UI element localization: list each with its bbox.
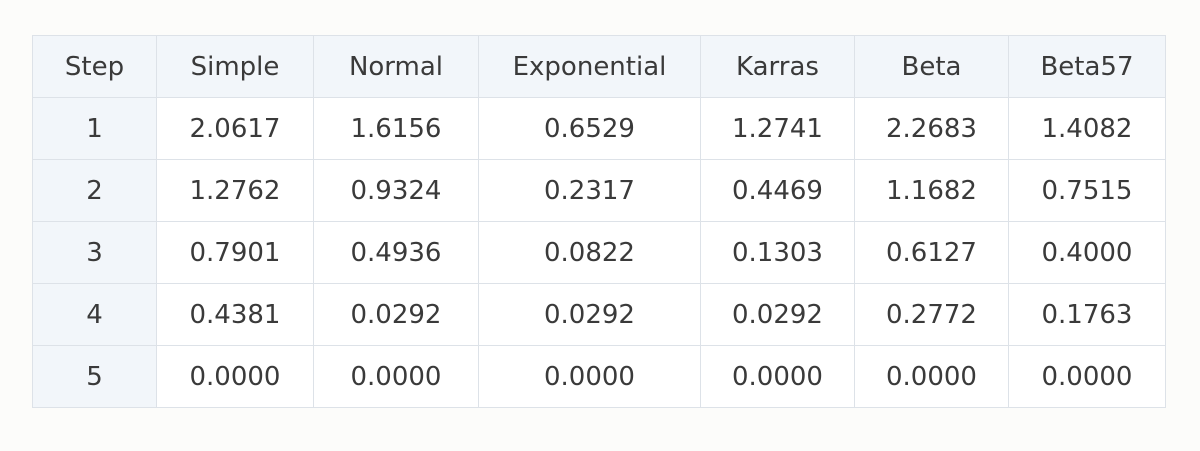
value-cell: 0.0292 <box>313 283 479 346</box>
value-cell: 2.0617 <box>156 97 314 160</box>
value-cell: 0.0292 <box>478 283 701 346</box>
value-cell: 0.0000 <box>478 345 701 408</box>
header-cell: Normal <box>313 35 479 98</box>
value-cell: 0.9324 <box>313 159 479 222</box>
value-cell: 1.4082 <box>1008 97 1166 160</box>
value-cell: 0.0000 <box>313 345 479 408</box>
value-cell: 0.1303 <box>700 221 855 284</box>
step-cell: 1 <box>32 97 157 160</box>
table-row: 5 0.0000 0.0000 0.0000 0.0000 0.0000 0.0000 <box>32 345 1166 408</box>
header-cell: Beta57 <box>1008 35 1166 98</box>
value-cell: 0.4469 <box>700 159 855 222</box>
value-cell: 0.0000 <box>700 345 855 408</box>
table-row: 4 0.4381 0.0292 0.0292 0.0292 0.2772 0.1763 <box>32 283 1166 346</box>
value-cell: 0.1763 <box>1008 283 1166 346</box>
value-cell: 0.0000 <box>156 345 314 408</box>
header-cell: Exponential <box>478 35 701 98</box>
header-cell: Beta <box>854 35 1009 98</box>
value-cell: 0.6529 <box>478 97 701 160</box>
value-cell: 1.2762 <box>156 159 314 222</box>
header-cell: Step <box>32 35 157 98</box>
value-cell: 0.4936 <box>313 221 479 284</box>
step-cell: 5 <box>32 345 157 408</box>
value-cell: 1.2741 <box>700 97 855 160</box>
step-cell: 4 <box>32 283 157 346</box>
table-header: Step Simple Normal Exponential Karras Beta Bet… <box>32 35 1166 98</box>
data-table: Step Simple Normal Exponential Karras Beta Bet… <box>32 35 1166 408</box>
step-cell: 3 <box>32 221 157 284</box>
value-cell: 0.4000 <box>1008 221 1166 284</box>
table-row: 3 0.7901 0.4936 0.0822 0.1303 0.6127 0.4000 <box>32 221 1166 284</box>
value-cell: 0.0000 <box>1008 345 1166 408</box>
value-cell: 0.7901 <box>156 221 314 284</box>
value-cell: 1.6156 <box>313 97 479 160</box>
value-cell: 2.2683 <box>854 97 1009 160</box>
value-cell: 0.0822 <box>478 221 701 284</box>
value-cell: 0.4381 <box>156 283 314 346</box>
header-cell: Simple <box>156 35 314 98</box>
value-cell: 0.0292 <box>700 283 855 346</box>
table-body: 1 2.0617 1.6156 0.6529 1.2741 2.2683 1.4082 2 1.… <box>32 97 1166 408</box>
value-cell: 1.1682 <box>854 159 1009 222</box>
step-cell: 2 <box>32 159 157 222</box>
table-row: 1 2.0617 1.6156 0.6529 1.2741 2.2683 1.4082 <box>32 97 1166 160</box>
header-row: Step Simple Normal Exponential Karras Beta Bet… <box>32 35 1166 98</box>
value-cell: 0.0000 <box>854 345 1009 408</box>
table-row: 2 1.2762 0.9324 0.2317 0.4469 1.1682 0.7515 <box>32 159 1166 222</box>
header-cell: Karras <box>700 35 855 98</box>
value-cell: 0.7515 <box>1008 159 1166 222</box>
value-cell: 0.2772 <box>854 283 1009 346</box>
value-cell: 0.6127 <box>854 221 1009 284</box>
value-cell: 0.2317 <box>478 159 701 222</box>
